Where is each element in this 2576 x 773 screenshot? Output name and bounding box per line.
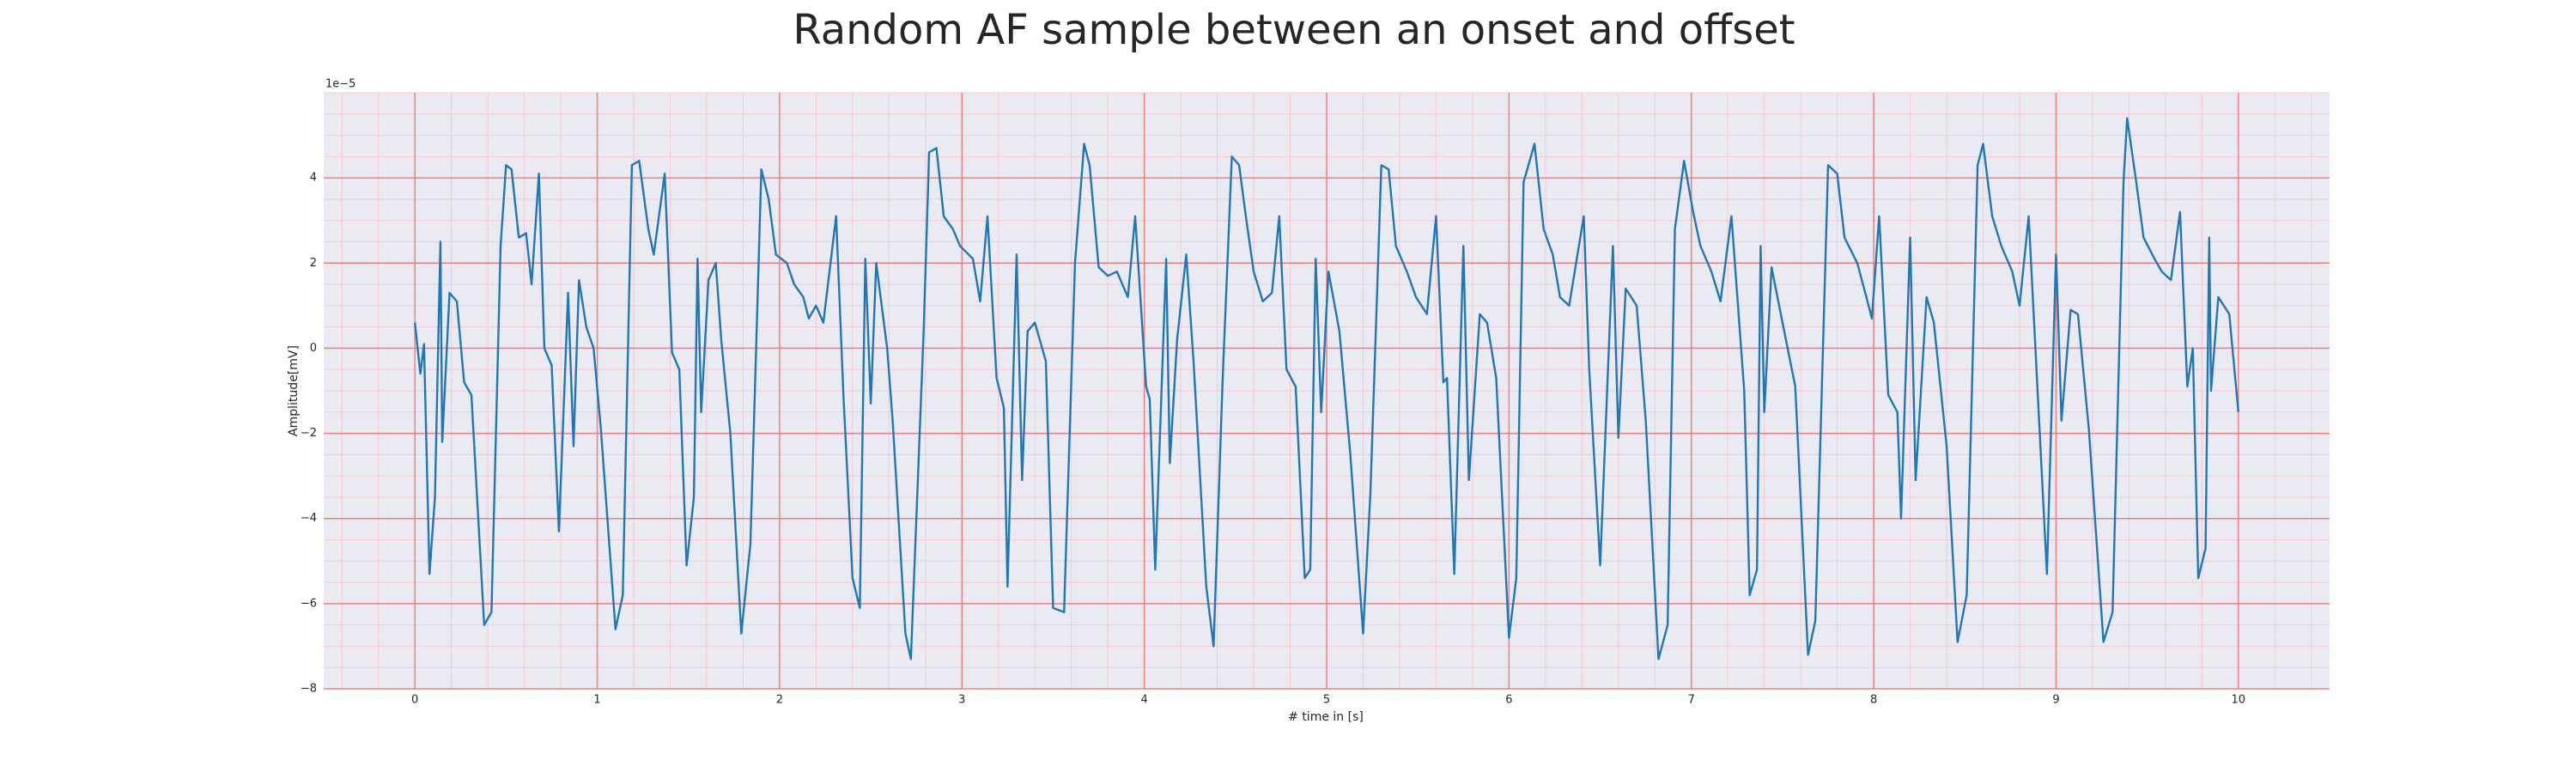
chart-title: Random AF sample between an onset and of… — [793, 6, 1795, 54]
labels: 0 1 2 3 4 5 6 7 8 9 10 −8 −6 −4 −2 0 2 4 — [301, 172, 2245, 707]
y-offset-label: 1e−5 — [325, 78, 355, 91]
x-tick-label: 6 — [1505, 694, 1512, 707]
x-tick-label: 7 — [1688, 694, 1695, 707]
y-tick-label: −2 — [301, 427, 317, 440]
x-tick-label: 1 — [593, 694, 600, 707]
grid — [324, 92, 2330, 690]
marks — [413, 117, 2240, 660]
x-tick-label: 2 — [776, 694, 783, 707]
y-tick-label: −6 — [301, 597, 317, 610]
x-tick-label: 5 — [1323, 694, 1330, 707]
y-tick-label: 2 — [310, 257, 317, 270]
x-tick-label: 3 — [958, 694, 965, 707]
x-tick-label: 9 — [2052, 694, 2059, 707]
signal-line — [413, 117, 2240, 660]
x-tick-label: 8 — [1870, 694, 1877, 707]
y-tick-label: 4 — [310, 172, 317, 185]
x-axis-label: # time in [s] — [1288, 710, 1364, 724]
x-tick-label: 4 — [1140, 694, 1147, 707]
y-tick-label: −4 — [301, 512, 317, 525]
y-tick-label: −8 — [301, 683, 317, 696]
y-axis-label: Amplitude[mV] — [287, 345, 301, 436]
x-tick-label: 10 — [2232, 694, 2246, 707]
y-tick-label: 0 — [310, 342, 317, 355]
x-tick-label: 0 — [411, 694, 418, 707]
